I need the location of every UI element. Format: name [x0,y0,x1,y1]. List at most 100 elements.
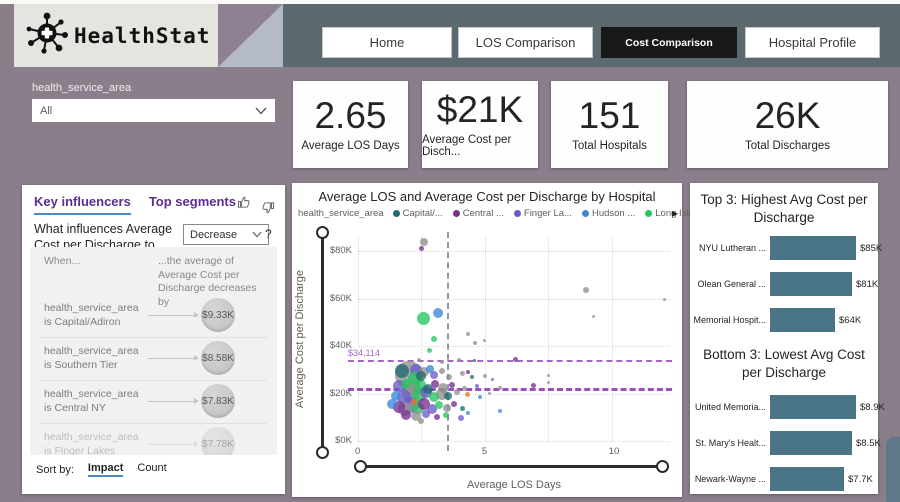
ki-direction-dropdown[interactable]: Decrease [183,224,269,245]
scatter-bubble[interactable] [437,382,448,393]
scatter-bubble[interactable] [451,401,458,408]
scatter-bubble[interactable] [433,414,440,421]
bar[interactable] [770,431,852,455]
slicer-label: health_service_area [32,82,132,94]
scatter-bubble[interactable] [466,410,471,415]
scatter-bubble[interactable] [663,298,667,302]
legend-overflow-arrow-icon[interactable]: ▶ [671,209,678,218]
bar[interactable] [770,272,852,296]
scatter-bubble[interactable] [417,312,431,326]
scatter-bubble[interactable] [416,370,427,381]
scatter-bubble[interactable] [439,359,444,364]
scatter-bubble[interactable] [592,314,596,318]
scatter-bubble[interactable] [419,237,428,246]
scatter-bubble[interactable] [426,403,437,414]
sort-option-impact[interactable]: Impact [87,462,124,477]
scatter-bubble[interactable] [457,415,464,422]
reference-line-y [348,387,672,391]
scatter-bubble[interactable] [483,338,487,342]
scatter-bubble[interactable] [470,374,475,379]
bar[interactable] [770,308,835,332]
scatter-bubble[interactable] [466,370,471,375]
nav-tab-home[interactable]: Home [322,27,452,58]
scatter-bubble[interactable] [401,409,412,420]
scatter-bubble[interactable] [546,374,550,378]
scatter-bubble[interactable] [446,373,453,380]
x-slider-left-handle[interactable] [354,460,367,473]
scatter-bubble[interactable] [466,332,471,337]
kpi-label: Average LOS Days [301,139,400,152]
scatter-bubble[interactable] [430,370,439,379]
scatter-bubble[interactable] [448,382,455,389]
health-service-area-dropdown[interactable]: All [32,99,275,122]
scatter-bubble[interactable] [422,383,433,394]
scatter-bubble[interactable] [438,368,445,375]
scatter-bubble[interactable] [391,390,402,401]
scatter-bubble[interactable] [473,359,477,363]
slicer-value: All [40,104,53,117]
scatter-bubble[interactable] [416,357,421,362]
legend-item-capital[interactable]: Capital/... [392,208,443,219]
tab-top-segments[interactable]: Top segments [148,194,236,209]
nav-tab-hospital-profile[interactable]: Hospital Profile [745,27,880,58]
scatter-bubble[interactable] [464,392,470,398]
scatter-bubble[interactable] [429,392,440,403]
scatter-bubble[interactable] [410,398,417,405]
scatter-bubble[interactable] [583,287,590,294]
nav-tab-los-comparison[interactable]: LOS Comparison [458,27,593,58]
scatter-bubble[interactable] [431,380,440,389]
legend-item-central[interactable]: Central ... [452,208,504,219]
scatter-bubble[interactable] [444,391,453,400]
scatter-bubble[interactable] [432,307,443,318]
scatter-bubble[interactable] [435,401,444,410]
scatter-bubble[interactable] [401,379,412,390]
scatter-bubble[interactable] [426,348,432,354]
legend-item-longisland[interactable]: Long Isla... [645,208,702,219]
scatter-bubble[interactable] [457,358,462,363]
scatter-bubble[interactable] [498,409,503,414]
scatter-bubble[interactable] [482,373,487,378]
scatter-bubble[interactable] [512,357,518,363]
scatter-bubble[interactable] [488,392,492,396]
scatter-bubble[interactable] [395,364,410,379]
scatter-bubble[interactable] [387,399,398,410]
scatter-bubble[interactable] [431,336,438,342]
thumbs-up-icon[interactable] [237,195,252,215]
legend-item-hudson[interactable]: Hudson ... [581,208,635,219]
nav-tab-cost-comparison[interactable]: Cost Comparison [601,27,737,58]
scatter-bubble[interactable] [459,370,465,376]
scatter-bubble[interactable] [477,395,482,400]
bar[interactable] [770,467,844,491]
scatter-bubble[interactable] [418,417,425,424]
scatter-bubble[interactable] [411,411,422,422]
scatter-bubble[interactable] [453,389,460,396]
scatter-bubble[interactable] [472,340,477,345]
scatter-bubble[interactable] [442,411,449,418]
scatter-bubble[interactable] [498,385,503,390]
ki-impact-arrow [148,312,199,318]
scatter-bubble[interactable] [426,364,435,373]
scatter-bubble[interactable] [530,382,536,388]
scatter-legend: health_service_area Capital/... Central .… [298,208,702,219]
y-gridline [358,441,670,442]
bar[interactable] [770,236,856,260]
legend-item-finger[interactable]: Finger La... [513,208,572,219]
help-icon[interactable]: ? [265,227,272,241]
scatter-bubble[interactable] [462,386,468,392]
scatter-bubble[interactable] [475,384,480,389]
scatter-bubble[interactable] [546,381,550,385]
x-slider-right-handle[interactable] [656,460,669,473]
y-slider-bottom-handle[interactable] [316,446,329,459]
bar[interactable] [770,395,856,419]
sort-option-count[interactable]: Count [137,462,167,474]
y-axis-range-slider[interactable] [321,232,324,452]
thumbs-down-icon[interactable] [260,195,275,215]
scatter-bubble[interactable] [459,406,465,412]
scatter-bubble[interactable] [490,377,494,381]
scatter-bubble[interactable] [442,403,451,412]
tab-key-influencers[interactable]: Key influencers [34,194,131,215]
scatter-bubble[interactable] [422,409,431,418]
y-slider-top-handle[interactable] [316,226,329,239]
x-axis-range-slider[interactable] [360,465,662,468]
scatter-bubble[interactable] [418,246,424,252]
